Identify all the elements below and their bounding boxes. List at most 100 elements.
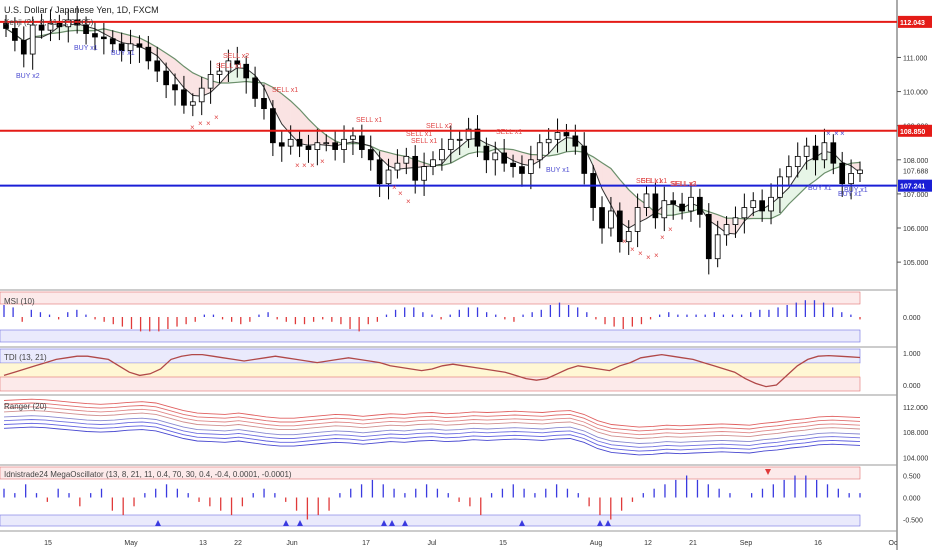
tdi-pane: 1.000 0.000 TDI (13, 21): [0, 346, 921, 392]
osc-buy-arrow: [297, 520, 303, 526]
cross-marker: ×: [214, 113, 219, 122]
cross-marker: ×: [310, 161, 315, 170]
osc-buy-arrow: [283, 520, 289, 526]
x-tick-label: May: [124, 540, 138, 547]
candle-body: [296, 138, 303, 147]
candle-body: [29, 24, 36, 55]
osc-tick-label: 0.500: [903, 474, 921, 481]
cloud-segment: [308, 119, 318, 146]
cloud-segment: [797, 161, 807, 196]
msi-title: MSI (10): [4, 297, 35, 306]
osc-buy-arrow: [605, 520, 611, 526]
ranger-band-line: [3, 398, 861, 428]
candle-body: [794, 155, 801, 168]
signal-label: BUY x1: [844, 187, 868, 194]
cloud-segment: [806, 157, 816, 187]
candle-body: [474, 128, 481, 147]
osc-buy-arrow: [402, 520, 408, 526]
cloud-segment: [290, 101, 300, 144]
candle-body: [385, 169, 392, 185]
price-tick-label: 107.000: [903, 192, 928, 199]
x-tick-label: Sep: [740, 540, 753, 547]
msi-tick-label: 0.000: [903, 315, 921, 322]
candle-body: [421, 166, 427, 181]
candle-body: [20, 40, 27, 55]
tdi-lower-zone: [0, 376, 861, 392]
ranger-band-line: [3, 406, 861, 436]
candle-body: [732, 217, 739, 226]
candle-body: [12, 28, 18, 41]
signal-label: SELL x1: [496, 129, 522, 136]
signal-label: SELL x1: [636, 178, 662, 185]
cloud-segment: [272, 87, 282, 124]
candle-body: [252, 77, 258, 99]
signal-label: SELL x1: [406, 131, 432, 138]
candle-body: [47, 22, 54, 31]
candle-body: [181, 89, 187, 106]
candle-body: [608, 210, 614, 229]
cross-marker: ×: [840, 129, 845, 138]
osc-tick-label: -0.500: [903, 518, 923, 525]
cloud-segment: [281, 93, 291, 135]
candle-body: [341, 138, 347, 150]
candle-body: [207, 74, 214, 89]
candle-body: [750, 200, 757, 208]
signal-label: SELL x1: [272, 87, 298, 94]
cross-marker: ×: [668, 225, 673, 234]
x-tick-label: 15: [499, 540, 507, 547]
candle-body: [616, 210, 623, 243]
signal-label: BUY x1: [808, 185, 832, 192]
candle-body: [403, 155, 410, 164]
candle-body: [394, 162, 401, 171]
msi-lower-zone: [0, 329, 861, 343]
candle-body: [234, 60, 241, 65]
candle-body: [109, 38, 116, 45]
signal-label: SELL x1: [356, 117, 382, 124]
price-level-badge: [898, 124, 932, 137]
x-tick-label: 12: [644, 540, 652, 547]
cloud-segment: [646, 204, 656, 219]
cloud-segment: [183, 66, 193, 96]
candle-body: [3, 22, 9, 29]
candle-body: [189, 101, 196, 106]
cloud-segment: [771, 196, 780, 219]
price-tick-label: 106.000: [903, 226, 928, 233]
cloud-segment: [513, 149, 522, 165]
cross-marker: ×: [295, 161, 300, 170]
cloud-segment: [103, 28, 113, 39]
x-tick-label: Jun: [286, 540, 297, 547]
signal-label: BUY x1: [111, 50, 135, 57]
candle-body: [848, 173, 854, 185]
ranger-band-line: [3, 410, 861, 439]
cross-marker: ×: [630, 245, 635, 254]
candle-body: [439, 149, 445, 161]
osc-buy-arrow: [597, 520, 603, 526]
candle-body: [145, 46, 152, 62]
ranger-tick-label: 108.000: [903, 430, 928, 437]
cross-marker: ×: [622, 237, 627, 246]
candle-body: [554, 132, 561, 140]
price-level-label: 107.241: [900, 184, 925, 191]
candle-body: [261, 97, 267, 110]
osc-lower-zone: [0, 514, 861, 527]
msi-pane: 0.000 MSI (10): [0, 289, 921, 343]
candle-body: [714, 234, 721, 260]
price-level-badge: [898, 179, 932, 192]
cloud-segment: [317, 127, 327, 146]
signal-label: SELL x2: [670, 181, 696, 188]
candle-body: [270, 108, 276, 144]
candle-body: [172, 84, 178, 91]
cloud-segment: [121, 33, 131, 45]
ranger-tick-label: 104.000: [903, 455, 928, 462]
candle-body: [536, 142, 543, 161]
candle-body: [697, 196, 703, 215]
ranger-band-line: [3, 422, 861, 452]
cross-marker: ×: [646, 253, 651, 262]
candle-body: [528, 159, 534, 174]
x-tick-label: 15: [44, 540, 52, 547]
cloud-segment: [228, 67, 238, 84]
signal-label: SELL x2: [223, 53, 249, 60]
candle-body: [777, 176, 783, 198]
signal-label: BUY x1: [74, 45, 98, 52]
